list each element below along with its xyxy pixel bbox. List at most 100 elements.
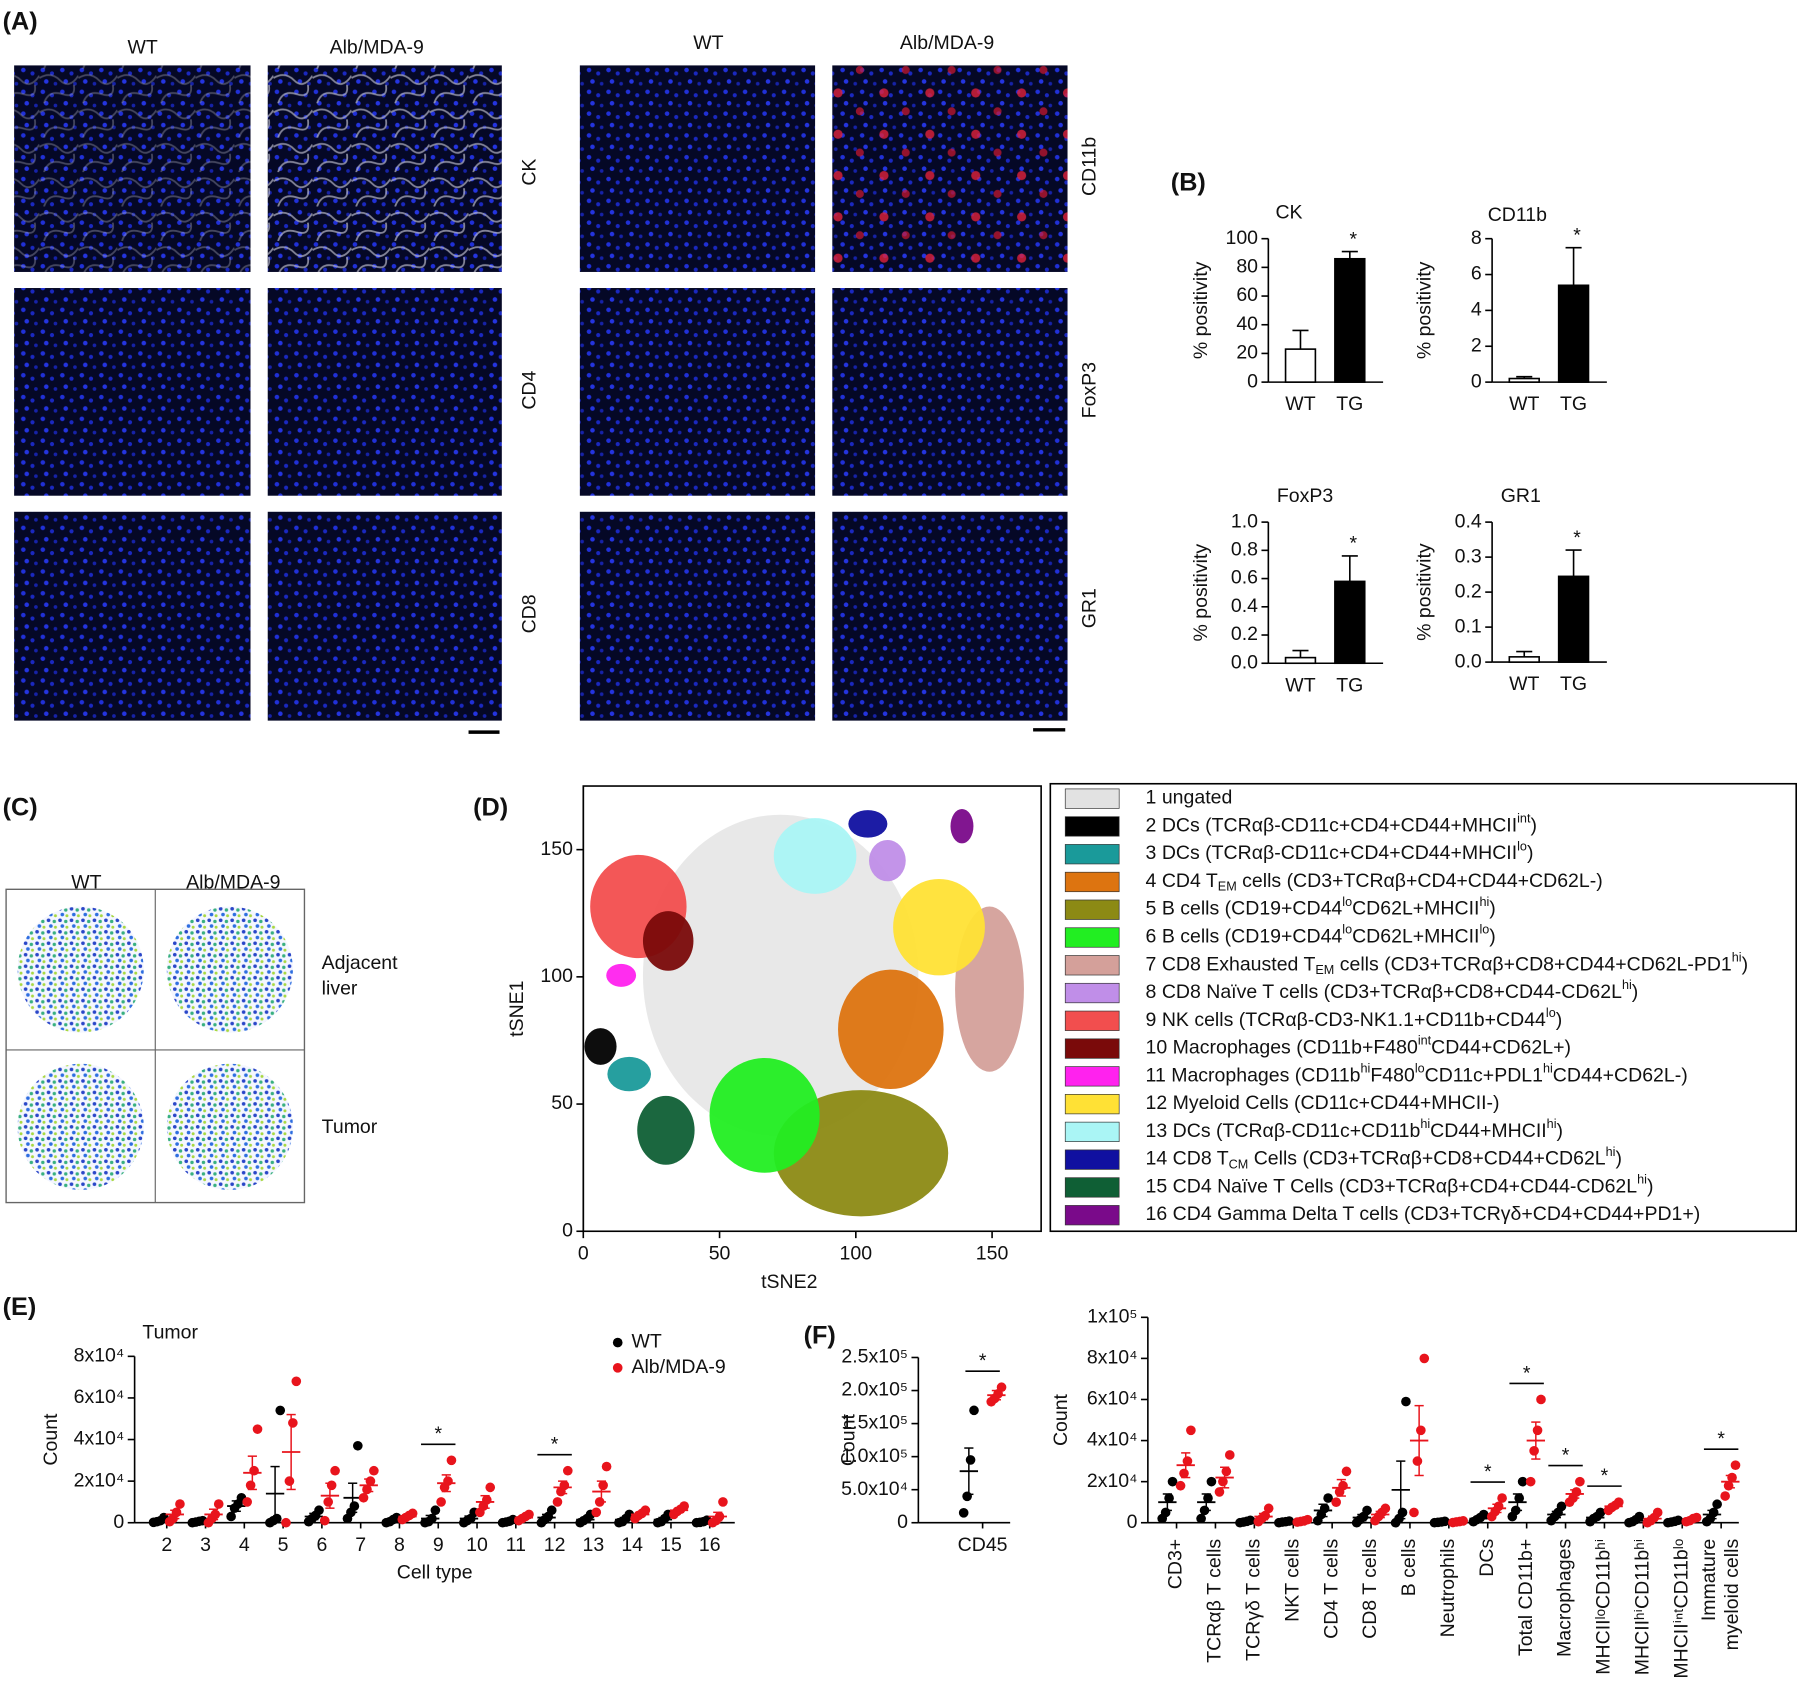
x-tick-label: 150	[976, 1242, 1009, 1264]
legend-label-part: 1 ungated	[1146, 787, 1233, 809]
legend-swatch	[1064, 871, 1120, 893]
x-tick-label: B cells	[1398, 1539, 1420, 1597]
data-point	[996, 1382, 1007, 1393]
data-point	[559, 1480, 570, 1491]
data-point	[1167, 1476, 1178, 1487]
cluster	[950, 808, 974, 844]
y-tick-label: 4x10⁴	[74, 1428, 125, 1450]
legend-label-part: )	[1616, 1148, 1623, 1170]
data-point	[369, 1465, 379, 1476]
legend-label-part: hi	[1732, 951, 1742, 965]
legend-label: 12 Myeloid Cells (CD11c+CD44+MHCII-)	[1146, 1092, 1500, 1114]
panel-c-maps	[5, 888, 306, 1204]
y-axis-label: Count	[1050, 1393, 1072, 1446]
legend-label-part: )	[1632, 981, 1639, 1003]
bar	[1284, 348, 1317, 383]
data-point	[175, 1499, 185, 1509]
legend-label-part: 8 CD8 Naïve T cells (CD3+TCRαβ+CD8+CD44-…	[1146, 981, 1623, 1003]
x-tick-label: MHCIIʰⁱCD11bʰⁱ	[1632, 1539, 1654, 1675]
x-tick-label: 2	[161, 1534, 172, 1556]
legend-marker	[612, 1337, 623, 1348]
row-label: Adjacent	[322, 952, 398, 974]
data-point	[1401, 1396, 1411, 1407]
data-point	[443, 1476, 453, 1486]
y-tick-label: 0	[562, 1219, 573, 1241]
y-tick-label: 0	[113, 1511, 124, 1533]
x-tick-label: TG	[1336, 674, 1363, 696]
legend-swatch	[1064, 1010, 1120, 1031]
chart-title: FoxP3	[1277, 485, 1333, 507]
panel-label: (A)	[3, 8, 38, 36]
y-tick-label: 1.0	[1231, 510, 1258, 532]
y-tick-label: 0	[1127, 1511, 1138, 1533]
data-point	[1673, 1515, 1684, 1526]
y-tick-label: 100	[1225, 227, 1258, 249]
y-axis-label: tSNE1	[506, 980, 528, 1036]
data-point	[598, 1480, 608, 1491]
y-axis-label: % positivity	[1190, 544, 1212, 642]
data-point	[562, 1465, 573, 1476]
legend-label-part: hi	[1543, 1062, 1553, 1076]
data-point	[1362, 1505, 1372, 1516]
legend-label-part: int	[1418, 1034, 1432, 1048]
legend-label-part: lo	[1517, 840, 1527, 854]
legend-label: 7 CD8 Exhausted TEM cells (CD3+TCRαβ+CD8…	[1146, 951, 1749, 978]
data-point	[291, 1376, 302, 1387]
panel-label: (C)	[3, 794, 38, 822]
data-point	[213, 1499, 224, 1509]
legend-label-part: lo	[1415, 1062, 1425, 1076]
legend-label-part: 10 Macrophages (CD11b+F480	[1146, 1037, 1418, 1059]
bar	[1334, 257, 1366, 383]
y-tick-label: 0.2	[1231, 623, 1258, 645]
legend-label-part: 2 DCs (TCRαβ-CD11c+CD4+CD44+MHCII	[1146, 815, 1518, 837]
legend-label-part: Cells (CD3+TCRαβ+CD8+CD44+CD62L	[1248, 1148, 1606, 1170]
cluster	[773, 818, 857, 894]
legend-label-part: )	[1557, 1120, 1564, 1142]
y-tick-label: 0.2	[1455, 580, 1482, 602]
legend-label: Alb/MDA-9	[631, 1356, 725, 1378]
legend-label-part: cells (CD3+TCRαβ+CD4+CD44+CD62L-)	[1237, 870, 1603, 892]
x-axis-label: tSNE2	[761, 1271, 817, 1293]
data-point	[718, 1497, 728, 1507]
data-point	[552, 1497, 563, 1507]
x-tick-label: Total CD11b+	[1515, 1539, 1537, 1656]
y-tick-label: 0	[897, 1511, 908, 1533]
cluster	[642, 911, 694, 971]
legend-swatch	[1064, 1066, 1120, 1087]
data-point	[1175, 1480, 1186, 1491]
data-point	[1730, 1460, 1741, 1471]
panel-label: (F)	[804, 1322, 836, 1350]
y-axis-label: Count	[40, 1413, 62, 1466]
data-point	[171, 1507, 182, 1518]
data-point	[358, 1492, 369, 1503]
significance-star: *	[1349, 533, 1357, 555]
legend-label: 14 CD8 TCM Cells (CD3+TCRαβ+CD8+CD44+CD6…	[1146, 1145, 1622, 1172]
y-tick-label: 60	[1236, 284, 1258, 306]
data-point	[1497, 1493, 1507, 1503]
row-label: CD4	[519, 370, 541, 409]
x-tick-label: 8	[394, 1534, 405, 1556]
x-tick-label: DCs	[1476, 1539, 1498, 1577]
data-point	[249, 1465, 259, 1476]
bar	[1284, 656, 1317, 665]
legend-label-part: hi	[1420, 1117, 1430, 1131]
x-tick-label: WT	[1509, 673, 1539, 695]
data-point	[242, 1497, 253, 1507]
legend-swatch	[1064, 844, 1120, 865]
data-point	[330, 1465, 340, 1476]
legend-label: 10 Macrophages (CD11b+F480intCD44+CD62L+…	[1146, 1034, 1571, 1059]
legend-label-part: hi	[1637, 1173, 1647, 1187]
plot-frame	[582, 785, 1042, 1233]
x-axis-label: Cell type	[397, 1561, 473, 1583]
data-point	[1720, 1491, 1730, 1501]
x-tick-label: MHCIIˡᵒCD11bʰⁱ	[1593, 1539, 1615, 1675]
legend-label-part: 4 CD4 T	[1146, 870, 1218, 892]
data-point	[1556, 1501, 1567, 1512]
data-point	[1571, 1487, 1582, 1497]
legend-frame	[1049, 782, 1797, 1233]
x-tick-label: TCRγδ T cells	[1243, 1539, 1265, 1661]
legend-label-part: EM	[1218, 880, 1237, 894]
tsne-clusters	[584, 808, 1024, 1217]
data-point	[1186, 1425, 1196, 1436]
column-label: Alb/MDA-9	[330, 36, 424, 58]
